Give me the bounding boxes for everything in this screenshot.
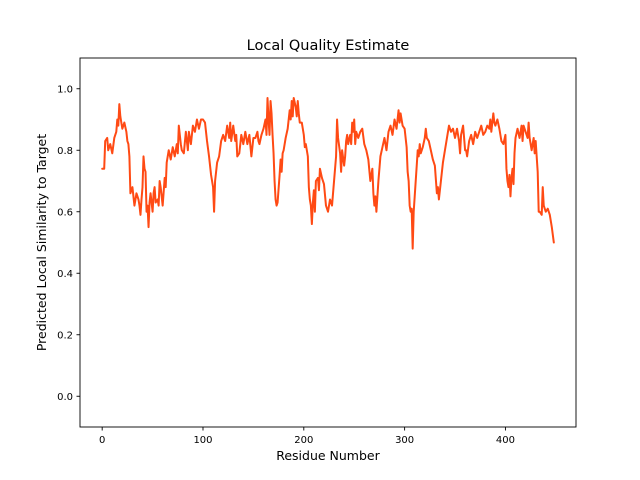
y-axis-label: Predicted Local Similarity to Target (34, 134, 49, 351)
y-tick-label: 1.0 (57, 84, 73, 95)
plot-frame (79, 57, 577, 428)
y-tick-label: 0.6 (57, 207, 73, 218)
x-axis-label: Residue Number (276, 448, 380, 463)
x-tick-label: 100 (193, 435, 212, 446)
y-tick-label: 0.0 (57, 392, 73, 403)
y-tick-label: 0.4 (57, 269, 73, 280)
x-tick-label: 0 (99, 435, 105, 446)
y-tick-label: 0.8 (57, 146, 73, 157)
x-axis: 0 100 200 300 400 (99, 427, 515, 446)
y-axis: 0.0 0.2 0.4 0.6 0.8 1.0 (57, 84, 80, 403)
series-line (101, 96, 555, 250)
series-layer (101, 96, 555, 250)
x-tick-label: 200 (294, 435, 313, 446)
x-tick-label: 300 (395, 435, 414, 446)
chart-title: Local Quality Estimate (247, 38, 410, 54)
y-tick-label: 0.2 (57, 330, 73, 341)
x-tick-label: 400 (496, 435, 515, 446)
